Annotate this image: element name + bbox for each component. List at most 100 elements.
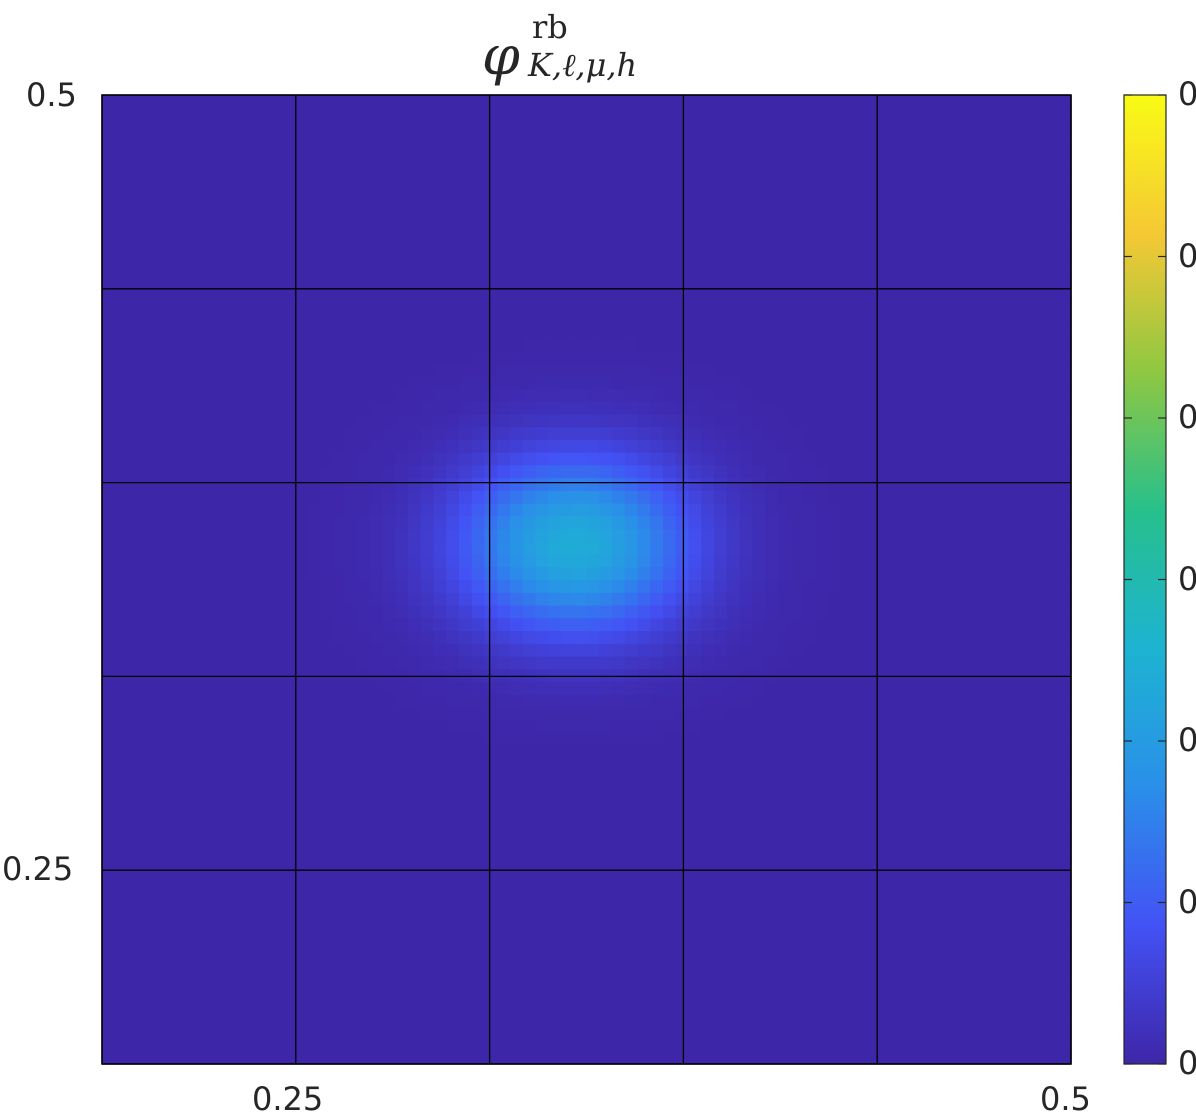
heatmap-cell [943, 821, 957, 836]
heatmap-cell [548, 936, 562, 950]
heatmap-cell [599, 770, 613, 785]
heatmap-cell [994, 1000, 1008, 1014]
heatmap-cell [408, 248, 422, 262]
heatmap-cell [599, 1038, 613, 1052]
heatmap-cell [650, 821, 664, 836]
heatmap-cell [510, 439, 524, 453]
heatmap-cell [1058, 898, 1072, 912]
heatmap-cell [484, 617, 498, 632]
heatmap-cell [318, 490, 333, 504]
heatmap-cell [102, 923, 116, 938]
heatmap-cell [612, 324, 626, 338]
heatmap-cell [306, 694, 320, 708]
heatmap-cell [956, 783, 970, 797]
heatmap-cell [1032, 260, 1047, 275]
heatmap-cell [420, 656, 435, 670]
heatmap-cell [650, 758, 664, 772]
heatmap-cell [624, 426, 639, 440]
heatmap-cell [930, 923, 945, 938]
heatmap-cell [420, 413, 435, 428]
heatmap-cell [331, 949, 345, 963]
heatmap-cell [344, 605, 358, 619]
heatmap-cell [153, 898, 167, 912]
heatmap-cell [828, 834, 843, 848]
heatmap-cell [446, 439, 460, 453]
heatmap-cell [114, 515, 129, 530]
heatmap-cell [790, 1051, 804, 1065]
heatmap-cell [293, 911, 307, 925]
heatmap-cell [497, 732, 511, 746]
heatmap-cell [867, 1013, 881, 1027]
heatmap-cell [497, 388, 511, 402]
heatmap-cell [433, 222, 447, 236]
heatmap-cell [739, 974, 753, 989]
heatmap-cell [216, 1025, 231, 1040]
heatmap-cell [140, 503, 154, 517]
heatmap-cell [459, 1051, 473, 1065]
heatmap-cell [267, 375, 282, 389]
heatmap-cell [930, 248, 945, 262]
heatmap-cell [637, 898, 651, 912]
heatmap-cell [1007, 286, 1021, 300]
heatmap-cell [879, 248, 894, 262]
heatmap-cell [280, 452, 294, 466]
heatmap-cell [191, 694, 205, 708]
heatmap-cell [739, 770, 753, 785]
heatmap-cell [446, 426, 460, 440]
heatmap-cell [395, 860, 409, 874]
heatmap-cell [165, 617, 180, 632]
heatmap-cell [854, 273, 868, 287]
heatmap-cell [1058, 490, 1072, 504]
heatmap-cell [841, 885, 855, 899]
heatmap-cell [459, 770, 473, 785]
heatmap-cell [293, 834, 307, 848]
heatmap-cell [165, 719, 180, 734]
heatmap-cell [114, 375, 129, 389]
heatmap-cell [930, 452, 945, 466]
heatmap-cell [918, 656, 932, 670]
heatmap-cell [1058, 719, 1072, 734]
heatmap-cell [803, 605, 817, 619]
heatmap-cell [879, 796, 894, 810]
heatmap-cell [739, 235, 753, 249]
heatmap-cell [242, 350, 256, 364]
heatmap-cell [650, 987, 664, 1001]
heatmap-cell [267, 732, 282, 746]
heatmap-cell [369, 1051, 384, 1065]
heatmap-cell [1032, 401, 1047, 415]
heatmap-cell [969, 898, 983, 912]
heatmap-cell [229, 490, 243, 504]
heatmap-cell [981, 311, 996, 326]
heatmap-cell [1020, 477, 1034, 491]
heatmap-cell [178, 949, 192, 963]
heatmap-cell [408, 490, 422, 504]
heatmap-cell [433, 796, 447, 810]
heatmap-cell [981, 490, 996, 504]
heatmap-cell [229, 719, 243, 734]
heatmap-cell [306, 668, 320, 683]
heatmap-cell [867, 528, 881, 542]
heatmap-cell [178, 490, 192, 504]
heatmap-cell [446, 987, 460, 1001]
heatmap-cell [204, 388, 218, 402]
heatmap-cell [191, 554, 205, 568]
heatmap-cell [994, 566, 1008, 581]
heatmap-cell [127, 707, 141, 721]
heatmap-cell [446, 745, 460, 759]
heatmap-cell [1007, 911, 1021, 925]
heatmap-cell [510, 630, 524, 644]
heatmap-cell [803, 503, 817, 517]
heatmap-cell [650, 885, 664, 899]
heatmap-cell [191, 847, 205, 861]
heatmap-cell [408, 668, 422, 683]
heatmap-cell [153, 388, 167, 402]
heatmap-cell [714, 401, 728, 415]
heatmap-cell [459, 707, 473, 721]
heatmap-cell [408, 936, 422, 950]
heatmap-cell [267, 248, 282, 262]
heatmap-cell [102, 732, 116, 746]
heatmap-cell [1020, 1038, 1034, 1052]
heatmap-cell [535, 885, 549, 899]
heatmap-cell [765, 515, 779, 530]
heatmap-cell [535, 630, 549, 644]
